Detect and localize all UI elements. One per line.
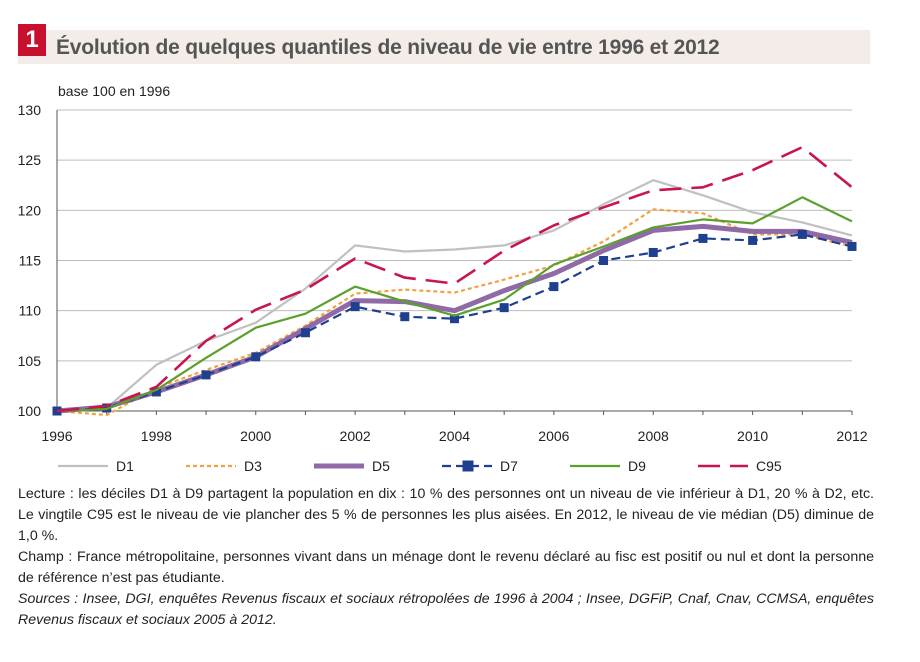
y-tick-label-120: 120 [18, 202, 42, 218]
series-layer [52, 145, 857, 417]
grid-layer [57, 109, 852, 412]
series-point-d7 [400, 312, 410, 322]
series-point-d7 [499, 303, 509, 313]
series-point-d7 [599, 256, 609, 265]
legend-label-d3: D3 [244, 458, 262, 474]
series-line-c95 [56, 145, 853, 413]
series-point-d7 [648, 247, 658, 257]
series-point-d7 [797, 229, 807, 239]
x-tick-label-1998: 1998 [141, 428, 172, 444]
legend-label-d1: D1 [116, 458, 134, 474]
line-chart: 100 105 110 115 120 125 130 1996 1998 2000 2002 200… [18, 83, 868, 474]
legend-label-d5: D5 [372, 458, 390, 474]
lecture-note: Lecture : les déciles D1 à D9 partagent … [18, 486, 874, 544]
champ-note: Champ : France métropolitaine, personnes… [18, 549, 874, 586]
x-tick-label-2010: 2010 [737, 428, 768, 444]
legend-label-d9: D9 [628, 458, 646, 474]
title-bar [18, 30, 870, 64]
series-point-d7 [698, 233, 708, 243]
y-tick-label-130: 130 [18, 102, 42, 118]
x-tick-label-2000: 2000 [240, 428, 271, 444]
series-line-d3 [56, 208, 853, 417]
series-point-d7 [151, 387, 161, 397]
figure-notes: Lecture : les déciles D1 à D9 partagent … [18, 484, 874, 631]
series-line-d1 [56, 179, 853, 413]
y-tick-label-100: 100 [18, 403, 42, 419]
series-point-d7 [350, 302, 360, 312]
series-point-d7 [748, 235, 758, 245]
y-tick-label-115: 115 [19, 253, 42, 269]
y-tick-label-105: 105 [18, 353, 42, 369]
figure-title: Évolution de quelques quantiles de nivea… [56, 36, 720, 59]
legend-marker-d7 [462, 460, 474, 472]
series-point-d7 [251, 352, 261, 362]
series-point-d7 [201, 370, 211, 380]
series-point-d7 [549, 282, 559, 292]
y-tick-label-125: 125 [18, 152, 42, 168]
sources-note: Sources : Insee, DGI, enquêtes Revenus f… [18, 591, 874, 628]
legend-label-c95: C95 [756, 458, 782, 474]
series-point-d7 [847, 241, 857, 251]
legend-label-d7: D7 [500, 458, 518, 474]
figure-number-badge: 1 [18, 24, 46, 56]
x-tick-label-2006: 2006 [538, 428, 569, 444]
axis-layer: 100 105 110 115 120 125 130 1996 1998 2000 2002 200… [18, 102, 868, 444]
series-point-d7 [450, 314, 459, 324]
series-point-d7 [300, 328, 310, 338]
x-tick-label-2002: 2002 [340, 428, 371, 444]
series-line-d5 [56, 223, 853, 414]
x-tick-label-2012: 2012 [836, 428, 867, 444]
x-tick-label-1996: 1996 [41, 428, 72, 444]
y-axis-unit-label: base 100 en 1996 [58, 83, 170, 99]
series-line-d9 [56, 196, 853, 413]
y-tick-label-110: 110 [19, 303, 42, 319]
x-tick-label-2008: 2008 [638, 428, 669, 444]
legend: D1 D3 D5 D7 D9 C95 [58, 458, 782, 474]
x-tick-label-2004: 2004 [439, 428, 470, 444]
